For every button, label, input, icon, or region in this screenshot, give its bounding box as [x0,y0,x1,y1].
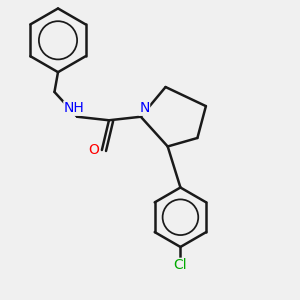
Text: N: N [139,101,149,115]
Text: O: O [88,143,99,157]
Text: Cl: Cl [174,258,187,272]
Text: NH: NH [64,101,85,115]
